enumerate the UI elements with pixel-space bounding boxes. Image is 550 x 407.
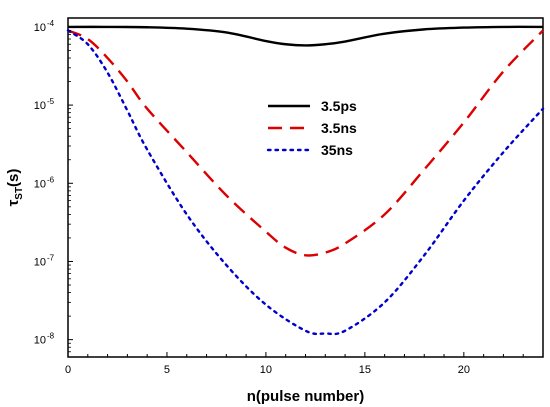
y-tick-label: 10 bbox=[34, 22, 46, 34]
y-tick-label: 10 bbox=[34, 178, 46, 190]
plot-area: 0 5 10 15 20 10-410-510-610-710-8 bbox=[34, 17, 545, 376]
y-tick-label-exponent: -8 bbox=[47, 332, 55, 341]
y-tick-label: 10 bbox=[34, 256, 46, 268]
y-tick-label-exponent: -5 bbox=[47, 97, 55, 106]
series-line-3.5ps bbox=[67, 25, 544, 47]
y-tick-label-base: 10 bbox=[34, 335, 46, 347]
y-tick-label-base: 10 bbox=[34, 22, 46, 34]
y-tick-label-base: 10 bbox=[34, 178, 46, 190]
series-line-3.5ns bbox=[67, 29, 544, 257]
x-tick-label: 10 bbox=[260, 364, 272, 376]
series-layer bbox=[66, 25, 545, 336]
y-axis-label-subscript: ST bbox=[14, 187, 25, 200]
legend: 3.5ps 3.5ns 35ns bbox=[266, 98, 357, 158]
legend-label: 3.5ns bbox=[321, 120, 357, 136]
y-tick-label-exponent: -7 bbox=[47, 253, 55, 262]
y-tick-label: 10 bbox=[34, 100, 46, 112]
y-tick-label-base: 10 bbox=[34, 100, 46, 112]
y-axis-label: τST(s) bbox=[5, 169, 25, 207]
series-line-35ns bbox=[66, 29, 545, 336]
x-tick-label: 20 bbox=[458, 364, 470, 376]
x-axis-label: n(pulse number) bbox=[247, 388, 365, 405]
y-axis-ticks: 10-410-510-610-710-8 bbox=[34, 19, 73, 358]
y-axis-label-symbol: τ bbox=[5, 199, 22, 206]
x-tick-label: 15 bbox=[359, 364, 371, 376]
y-tick-label: 10 bbox=[34, 335, 46, 347]
y-tick-label-exponent: -4 bbox=[47, 19, 55, 28]
x-tick-label: 0 bbox=[65, 364, 71, 376]
x-axis-ticks: 0 5 10 15 20 bbox=[65, 352, 544, 376]
legend-label: 35ns bbox=[321, 142, 353, 158]
plot-frame bbox=[67, 17, 544, 358]
legend-label: 3.5ps bbox=[321, 98, 357, 114]
y-tick-label-exponent: -6 bbox=[47, 175, 55, 184]
x-tick-label: 5 bbox=[164, 364, 170, 376]
y-tick-label-base: 10 bbox=[34, 256, 46, 268]
y-axis-label-unit: (s) bbox=[5, 169, 22, 187]
